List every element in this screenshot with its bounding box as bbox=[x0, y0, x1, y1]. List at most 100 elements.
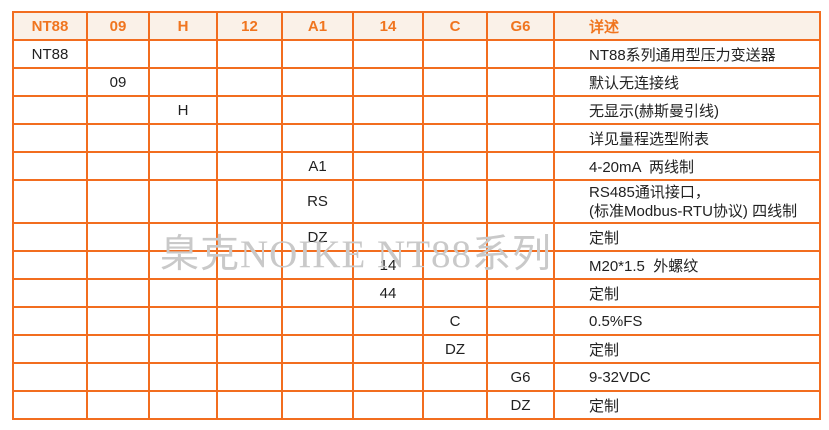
empty-cell bbox=[148, 67, 218, 97]
empty-cell bbox=[281, 67, 354, 97]
empty-cell bbox=[352, 67, 424, 97]
empty-cell bbox=[148, 390, 218, 420]
empty-cell bbox=[486, 334, 555, 364]
empty-cell bbox=[148, 306, 218, 336]
empty-cell bbox=[422, 222, 488, 252]
code-cell: DZ bbox=[281, 222, 354, 252]
empty-cell bbox=[86, 362, 150, 392]
description-line: 无显示(赫斯曼引线) bbox=[589, 102, 719, 120]
empty-cell bbox=[281, 95, 354, 125]
empty-cell bbox=[352, 39, 424, 69]
empty-cell bbox=[12, 362, 88, 392]
empty-cell bbox=[86, 222, 150, 252]
empty-cell bbox=[422, 362, 488, 392]
code-cell: H bbox=[148, 95, 218, 125]
description-cell: 无显示(赫斯曼引线) bbox=[553, 95, 821, 125]
description-line: NT88系列通用型压力变送器 bbox=[589, 46, 776, 64]
table-row: DZ 定制 bbox=[12, 334, 821, 364]
empty-cell bbox=[281, 278, 354, 308]
header-row: NT88 09 H 12 A1 14 C G6 详述 bbox=[12, 11, 821, 41]
empty-cell bbox=[352, 362, 424, 392]
code-cell: A1 bbox=[281, 151, 354, 181]
description-line: RS485通讯接口， bbox=[589, 183, 710, 201]
code-cell: DZ bbox=[486, 390, 555, 420]
description-line: 0.5%FS bbox=[589, 312, 643, 330]
description-cell: 定制 bbox=[553, 278, 821, 308]
description-cell: 默认无连接线 bbox=[553, 67, 821, 97]
description-cell: 定制 bbox=[553, 334, 821, 364]
empty-cell bbox=[148, 362, 218, 392]
ordering-code-table: NT88 09 H 12 A1 14 C G6 详述 NT88 NT88系列通用型压力变送器 09 默… bbox=[12, 11, 821, 420]
table-row: A1 4-20mA 两线制 bbox=[12, 151, 821, 181]
empty-cell bbox=[216, 334, 283, 364]
empty-cell bbox=[486, 250, 555, 280]
description-line: 详见量程选型附表 bbox=[589, 130, 710, 148]
description-cell: 详见量程选型附表 bbox=[553, 123, 821, 153]
empty-cell bbox=[281, 390, 354, 420]
description-line: (标准Modbus-RTU协议) 四线制 bbox=[589, 202, 798, 220]
header-cell-A1: A1 bbox=[281, 11, 354, 41]
empty-cell bbox=[422, 151, 488, 181]
empty-cell bbox=[86, 278, 150, 308]
empty-cell bbox=[12, 222, 88, 252]
ordering-code-table-wrap: NT88 09 H 12 A1 14 C G6 详述 NT88 NT88系列通用型压力变送器 09 默… bbox=[12, 11, 821, 420]
empty-cell bbox=[486, 123, 555, 153]
empty-cell bbox=[216, 362, 283, 392]
empty-cell bbox=[352, 390, 424, 420]
description-cell: NT88系列通用型压力变送器 bbox=[553, 39, 821, 69]
empty-cell bbox=[422, 39, 488, 69]
header-cell-C: C bbox=[422, 11, 488, 41]
empty-cell bbox=[12, 334, 88, 364]
description-line: 定制 bbox=[589, 341, 620, 359]
empty-cell bbox=[422, 67, 488, 97]
empty-cell bbox=[486, 306, 555, 336]
empty-cell bbox=[486, 95, 555, 125]
description-cell: 0.5%FS bbox=[553, 306, 821, 336]
empty-cell bbox=[422, 95, 488, 125]
empty-cell bbox=[422, 390, 488, 420]
empty-cell bbox=[352, 306, 424, 336]
description-cell: 9-32VDC bbox=[553, 362, 821, 392]
empty-cell bbox=[281, 123, 354, 153]
empty-cell bbox=[486, 151, 555, 181]
table-row: RS RS485通讯接口， (标准Modbus-RTU协议) 四线制 bbox=[12, 179, 821, 224]
description-cell: 定制 bbox=[553, 390, 821, 420]
empty-cell bbox=[352, 95, 424, 125]
empty-cell bbox=[216, 390, 283, 420]
empty-cell bbox=[86, 151, 150, 181]
empty-cell bbox=[12, 390, 88, 420]
empty-cell bbox=[352, 151, 424, 181]
empty-cell bbox=[148, 123, 218, 153]
description-line: 定制 bbox=[589, 397, 620, 415]
code-cell: 09 bbox=[86, 67, 150, 97]
empty-cell bbox=[86, 334, 150, 364]
table-row: 14 M20*1.5 外螺纹 bbox=[12, 250, 821, 280]
empty-cell bbox=[352, 334, 424, 364]
empty-cell bbox=[352, 222, 424, 252]
empty-cell bbox=[216, 151, 283, 181]
empty-cell bbox=[281, 334, 354, 364]
empty-cell bbox=[148, 151, 218, 181]
table-row: DZ 定制 bbox=[12, 222, 821, 252]
code-cell: G6 bbox=[486, 362, 555, 392]
empty-cell bbox=[86, 250, 150, 280]
empty-cell bbox=[148, 334, 218, 364]
empty-cell bbox=[422, 123, 488, 153]
empty-cell bbox=[86, 179, 150, 224]
empty-cell bbox=[216, 306, 283, 336]
empty-cell bbox=[12, 95, 88, 125]
empty-cell bbox=[12, 67, 88, 97]
empty-cell bbox=[216, 95, 283, 125]
empty-cell bbox=[148, 250, 218, 280]
description-cell: 4-20mA 两线制 bbox=[553, 151, 821, 181]
empty-cell bbox=[216, 179, 283, 224]
description-line: 定制 bbox=[589, 285, 620, 303]
header-cell-12: 12 bbox=[216, 11, 283, 41]
empty-cell bbox=[216, 222, 283, 252]
empty-cell bbox=[486, 179, 555, 224]
description-line: 定制 bbox=[589, 229, 620, 247]
description-line: 4-20mA 两线制 bbox=[589, 158, 695, 176]
empty-cell bbox=[486, 278, 555, 308]
description-line: 9-32VDC bbox=[589, 368, 651, 386]
description-cell: RS485通讯接口， (标准Modbus-RTU协议) 四线制 bbox=[553, 179, 821, 224]
